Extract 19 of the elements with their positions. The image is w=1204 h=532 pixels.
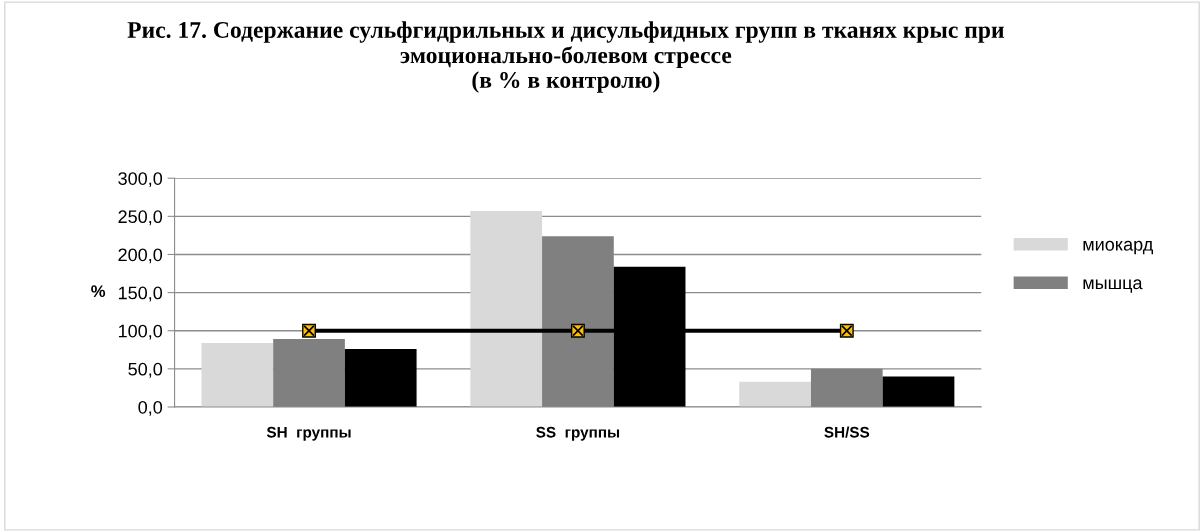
legend-label: миокард xyxy=(1083,240,1153,255)
x-tick-label: SH/SS xyxy=(824,426,870,438)
y-tick-label: 200,0 xyxy=(118,248,163,264)
chart-title: Рис. 17. Содержание сульфгидрильных и дисульфидных групп в тканях крыс при эмоционально-болевом стрессе (в % в контролю) xyxy=(127,21,1004,93)
bar xyxy=(470,211,543,407)
y-axis-title: % xyxy=(91,285,106,298)
y-tick-label: 50,0 xyxy=(128,362,163,378)
y-tick-label: 300,0 xyxy=(118,172,163,188)
x-tick-label: SH группы xyxy=(266,426,351,441)
y-tick-label: 0,0 xyxy=(138,400,163,416)
bar xyxy=(739,381,811,407)
bar xyxy=(344,349,417,407)
y-tick-label: 250,0 xyxy=(118,210,163,226)
bar xyxy=(882,376,955,407)
legend-label: мышца xyxy=(1083,279,1143,293)
bar xyxy=(201,342,274,407)
y-tick-label: 100,0 xyxy=(118,324,163,340)
y-tick-label: 150,0 xyxy=(118,286,163,302)
x-tick-label: SS группы xyxy=(536,426,620,441)
